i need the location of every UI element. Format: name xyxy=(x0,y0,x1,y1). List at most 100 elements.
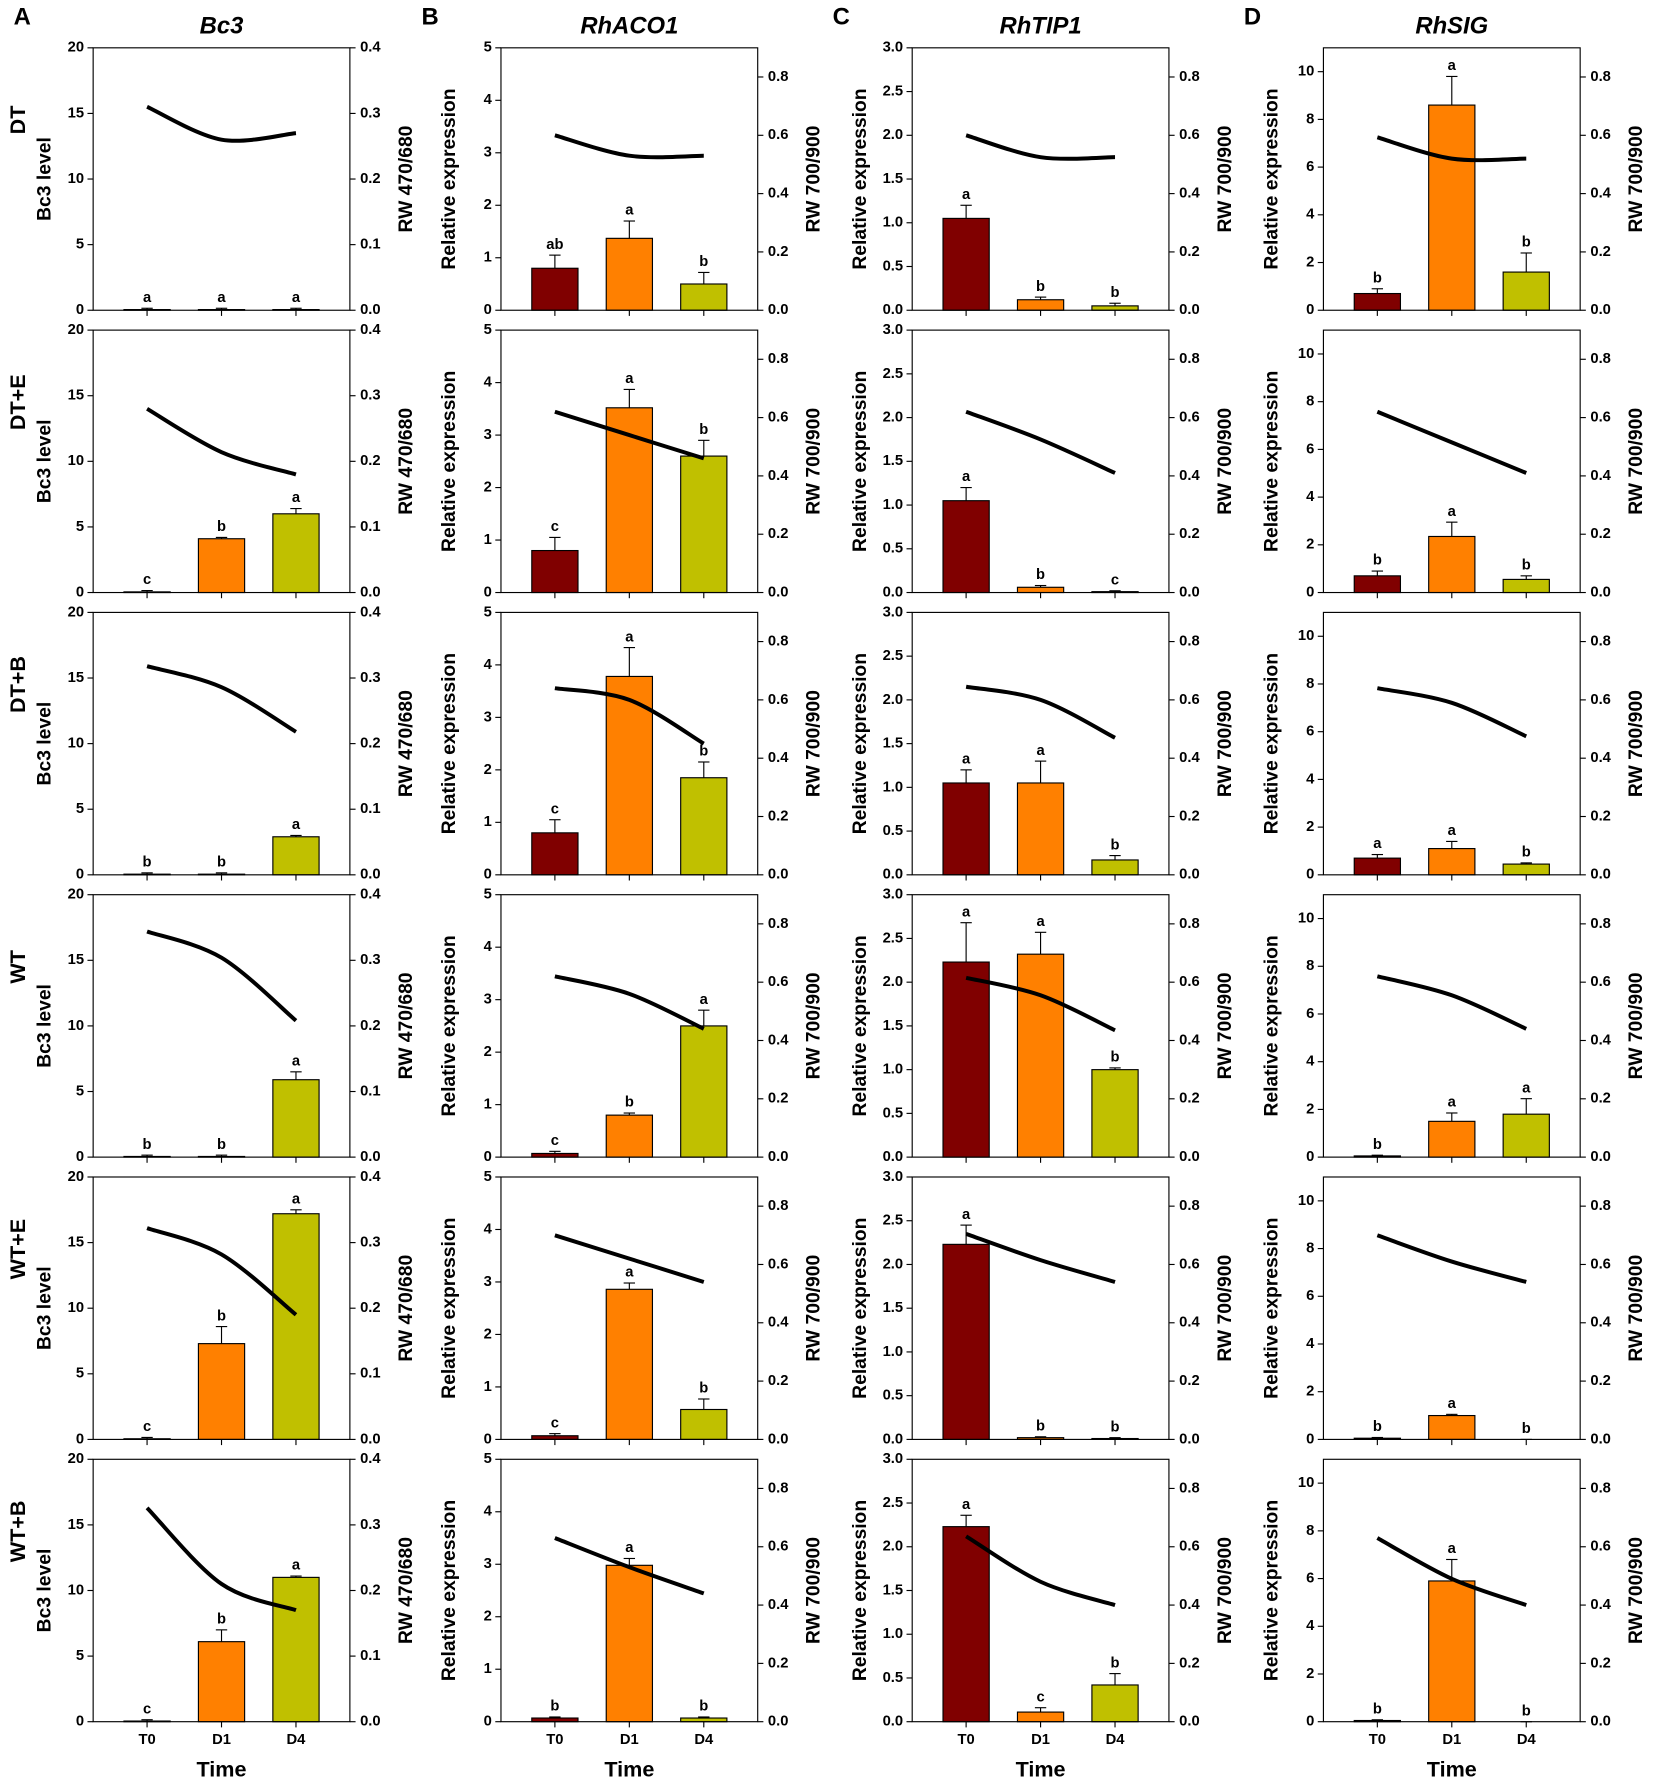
significance-letter: a xyxy=(962,904,971,920)
significance-letter: a xyxy=(292,1054,301,1070)
rw-line xyxy=(965,975,1116,1033)
y2-tick-label: 0.2 xyxy=(1590,244,1611,260)
bar xyxy=(1353,575,1402,594)
subplot: 0 2 4 6 8 10 0.0 0.2 0.4 0.6 0.8 b a b Relative expres… xyxy=(1261,329,1647,600)
y-tick-label: 20 xyxy=(68,887,84,903)
y2-tick-label: 0.4 xyxy=(360,1169,381,1185)
y-tick-label: 5 xyxy=(76,1648,84,1664)
y-tick-label: 2.5 xyxy=(883,366,904,382)
y2-tick-label: 0.6 xyxy=(1590,692,1611,708)
y-tick-label: 3.0 xyxy=(883,887,904,903)
significance-letter: a xyxy=(625,1265,634,1281)
y2-axis-label: RW 470/680 xyxy=(396,1537,417,1644)
y-tick-label: 3.0 xyxy=(883,604,904,620)
error-bar xyxy=(960,1514,972,1527)
y-tick-label: 2 xyxy=(484,1326,492,1342)
significance-letter: b xyxy=(1522,1421,1531,1437)
error-bar xyxy=(1371,288,1384,294)
significance-letter: a xyxy=(1522,1080,1531,1096)
significance-letter: a xyxy=(962,1207,971,1223)
y2-tick-label: 0.6 xyxy=(768,1539,789,1555)
y2-tick-label: 0.4 xyxy=(1179,186,1200,202)
rw-line xyxy=(965,684,1116,740)
significance-letter: a xyxy=(1448,1095,1457,1111)
y2-tick-label: 0.1 xyxy=(360,801,381,817)
y2-tick-label: 0.8 xyxy=(1590,916,1611,932)
bar xyxy=(1428,848,1476,876)
significance-letter: b xyxy=(1036,1418,1045,1434)
plot-frame xyxy=(500,1176,759,1440)
bar xyxy=(680,283,728,311)
rw-line xyxy=(965,1534,1116,1607)
y-tick-label: 8 xyxy=(1306,394,1314,410)
y-tick-label: 5 xyxy=(484,40,492,56)
y2-axis-label: RW 700/900 xyxy=(1626,1255,1647,1362)
y2-tick-label: 0.8 xyxy=(1179,351,1200,367)
y-tick-label: 6 xyxy=(1306,1006,1314,1022)
y-axis-label: Bc3 level xyxy=(35,702,56,786)
bar xyxy=(197,1641,246,1723)
significance-letter: c xyxy=(551,519,559,535)
y-tick-label: 20 xyxy=(68,40,84,56)
plot-frame xyxy=(500,1458,759,1723)
error-bar xyxy=(215,872,228,875)
y2-axis-label: RW 700/900 xyxy=(804,126,825,233)
plot-frame xyxy=(92,47,351,311)
y-axis-label: Relative expression xyxy=(439,1218,460,1399)
significance-letter: a xyxy=(292,490,301,506)
y2-tick-label: 0.6 xyxy=(1179,409,1200,425)
error-bar xyxy=(1371,1154,1384,1156)
y2-tick-label: 0.2 xyxy=(768,1091,789,1107)
y-tick-label: 3 xyxy=(484,1556,492,1572)
significance-letter: ab xyxy=(546,237,563,253)
error-bar xyxy=(623,1112,636,1116)
x-axis-label: Time xyxy=(1427,1756,1477,1781)
significance-letter: c xyxy=(1111,572,1119,588)
bar xyxy=(1016,586,1065,594)
bar xyxy=(531,267,579,311)
panel-letter: A xyxy=(14,4,31,31)
error-bar xyxy=(698,1398,710,1410)
y-tick-label: 1.0 xyxy=(883,1062,904,1078)
y-tick-label: 1.5 xyxy=(883,736,904,752)
y-tick-label: 15 xyxy=(68,388,84,404)
bar xyxy=(1428,1414,1476,1440)
y-tick-label: 2 xyxy=(1306,819,1314,835)
y2-tick-label: 0.6 xyxy=(1179,1539,1200,1555)
y-tick-label: 0.0 xyxy=(883,1714,904,1730)
y-tick-label: 10 xyxy=(1298,1475,1314,1491)
y-tick-label: 6 xyxy=(1306,1288,1314,1304)
y-tick-label: 0 xyxy=(484,1714,492,1730)
y2-tick-label: 0.6 xyxy=(1590,974,1611,990)
y-tick-label: 20 xyxy=(68,1451,84,1467)
subplot: 0 5 10 15 20 0.0 0.1 0.2 0.3 0.4 c T0 b D1 a D4 Bc3 leve… xyxy=(5,1451,417,1781)
y2-tick-label: 0.8 xyxy=(1590,633,1611,649)
error-bar xyxy=(960,769,972,783)
y2-tick-label: 0.4 xyxy=(1590,1032,1611,1048)
error-bar xyxy=(623,220,636,239)
significance-letter: c xyxy=(143,1701,151,1717)
y2-tick-label: 0.4 xyxy=(1590,1315,1611,1331)
y-tick-label: 15 xyxy=(68,670,84,686)
y2-tick-label: 0.6 xyxy=(1179,127,1200,143)
y2-tick-label: 0.8 xyxy=(768,69,789,85)
significance-letter: a xyxy=(962,187,971,203)
y2-tick-label: 0.8 xyxy=(1179,916,1200,932)
error-bar xyxy=(623,647,636,677)
error-bar xyxy=(1446,840,1458,849)
significance-letter: a xyxy=(962,469,971,485)
y2-tick-label: 0.2 xyxy=(1590,1655,1611,1671)
y-tick-label: 2 xyxy=(484,1044,492,1060)
y-tick-label: 4 xyxy=(1306,489,1315,505)
subplot: 0 2 4 6 8 10 0.0 0.2 0.4 0.6 0.8 b T0 a D1 b D4 Relative … xyxy=(1261,1458,1647,1781)
subplot: 0 1 2 3 4 5 0.0 0.2 0.4 0.6 0.8 c a b Relative express… xyxy=(439,1169,825,1447)
significance-letter: b xyxy=(1373,1419,1382,1435)
error-bar xyxy=(1034,1707,1047,1713)
bar xyxy=(605,1114,654,1158)
y2-tick-label: 0.3 xyxy=(360,388,381,404)
plot-frame xyxy=(1322,894,1581,1158)
x-axis-label: Time xyxy=(197,1756,247,1781)
significance-letter: b xyxy=(1373,1137,1382,1153)
y2-tick-label: 0.4 xyxy=(1590,468,1611,484)
